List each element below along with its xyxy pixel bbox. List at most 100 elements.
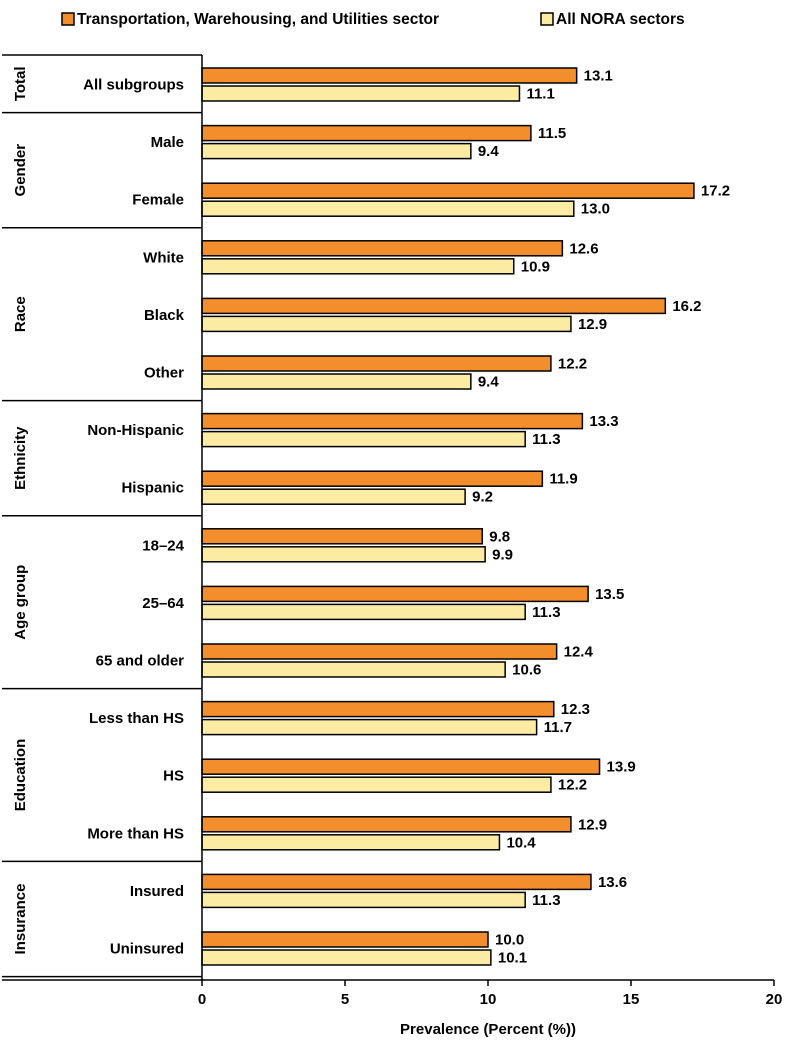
bar-sector-other xyxy=(201,355,552,372)
value-label-sector-female: 17.2 xyxy=(701,183,730,200)
value-label-sector-25-64: 13.5 xyxy=(595,586,624,603)
value-label-nora-25-64: 11.3 xyxy=(532,604,560,621)
bar-nora-less-than-hs xyxy=(201,718,538,736)
bar-nora-more-than-hs xyxy=(201,834,501,851)
bar-sector-female xyxy=(201,182,695,199)
bar-nora-insured xyxy=(201,891,526,909)
value-label-nora-65-and-older: 10.6 xyxy=(512,662,541,679)
bar-nora-male xyxy=(201,142,472,160)
value-label-sector-black: 16.2 xyxy=(672,298,701,315)
value-label-sector-insured: 13.6 xyxy=(598,874,627,891)
value-label-sector-non-hispanic: 13.3 xyxy=(589,413,618,430)
x-tick-label-20: 20 xyxy=(766,991,783,1008)
category-label-female: Female xyxy=(132,192,184,209)
category-label-18-24: 18–24 xyxy=(142,537,184,554)
x-tick-label-5: 5 xyxy=(341,991,349,1008)
bar-nora-black xyxy=(201,315,572,333)
group-label-gender: Gender xyxy=(12,144,29,197)
value-label-sector-65-and-older: 12.4 xyxy=(564,644,594,661)
legend-label-nora: All NORA sectors xyxy=(556,11,685,28)
category-label-uninsured: Uninsured xyxy=(110,941,184,958)
value-label-nora-hispanic: 9.2 xyxy=(472,489,493,506)
x-tick-label-10: 10 xyxy=(480,991,497,1008)
bar-sector-hispanic xyxy=(201,470,544,487)
bar-nora-65-and-older xyxy=(201,661,506,678)
value-label-nora-black: 12.9 xyxy=(578,316,607,333)
value-label-nora-uninsured: 10.1 xyxy=(498,950,527,967)
bar-sector-uninsured xyxy=(201,931,489,948)
bar-nora-other xyxy=(201,373,472,390)
category-label-black: Black xyxy=(144,307,185,324)
value-label-sector-other: 12.2 xyxy=(558,356,587,373)
bar-nora-all-subgroups xyxy=(201,85,521,102)
bar-sector-white xyxy=(201,240,564,257)
value-label-sector-hispanic: 11.9 xyxy=(549,471,577,488)
category-label-insured: Insured xyxy=(130,883,184,900)
bar-sector-black xyxy=(201,297,667,315)
x-tick-label-0: 0 xyxy=(198,991,206,1008)
legend-swatch-sector xyxy=(61,12,75,26)
bar-nora-white xyxy=(201,258,515,275)
category-label-25-64: 25–64 xyxy=(142,595,184,612)
bar-nora-18-24 xyxy=(201,546,486,563)
legend-label-sector: Transportation, Warehousing, and Utiliti… xyxy=(77,11,439,28)
bar-nora-non-hispanic xyxy=(201,430,526,448)
bar-sector-18-24 xyxy=(201,528,484,545)
bar-sector-insured xyxy=(201,873,592,891)
legend: Transportation, Warehousing, and Utiliti… xyxy=(61,11,685,28)
bar-sector-less-than-hs xyxy=(201,700,555,718)
value-label-sector-male: 11.5 xyxy=(538,125,566,142)
value-label-nora-less-than-hs: 11.7 xyxy=(544,719,572,736)
value-label-nora-all-subgroups: 11.1 xyxy=(526,86,554,103)
value-label-nora-18-24: 9.9 xyxy=(492,546,513,563)
bar-nora-25-64 xyxy=(201,603,526,621)
group-label-race: Race xyxy=(12,296,29,332)
category-label-non-hispanic: Non-Hispanic xyxy=(87,422,184,439)
category-label-65-and-older: 65 and older xyxy=(96,653,185,670)
value-label-sector-white: 12.6 xyxy=(569,240,598,257)
legend-swatch-nora xyxy=(540,12,554,26)
group-label-insurance: Insurance xyxy=(12,884,29,955)
bar-nora-hs xyxy=(201,776,552,793)
category-label-all-subgroups: All subgroups xyxy=(83,77,184,94)
category-label-hs: HS xyxy=(163,768,184,785)
value-label-nora-hs: 12.2 xyxy=(558,777,587,794)
value-label-nora-other: 9.4 xyxy=(478,374,500,391)
bar-sector-hs xyxy=(201,758,601,775)
value-label-nora-male: 9.4 xyxy=(478,143,500,160)
bar-sector-non-hispanic xyxy=(201,412,584,430)
category-label-white: White xyxy=(143,249,184,266)
category-label-hispanic: Hispanic xyxy=(121,480,184,497)
category-label-less-than-hs: Less than HS xyxy=(89,710,184,727)
bar-nora-hispanic xyxy=(201,488,466,505)
category-label-male: Male xyxy=(151,134,184,151)
value-label-sector-hs: 13.9 xyxy=(607,759,636,776)
group-label-age-group: Age group xyxy=(12,565,29,640)
bar-sector-male xyxy=(201,124,532,142)
group-label-ethnicity: Ethnicity xyxy=(12,426,29,490)
value-label-nora-white: 10.9 xyxy=(521,258,550,275)
bar-sector-25-64 xyxy=(201,585,589,603)
plot-area: All subgroups 13.1 11.1 Male 11.5 9.4 Female 17… xyxy=(2,54,783,1008)
value-label-sector-less-than-hs: 12.3 xyxy=(561,701,590,718)
value-label-sector-all-subgroups: 13.1 xyxy=(584,68,613,85)
value-label-nora-female: 13.0 xyxy=(581,201,610,218)
value-label-nora-non-hispanic: 11.3 xyxy=(532,431,560,448)
category-label-more-than-hs: More than HS xyxy=(87,825,184,842)
value-label-sector-more-than-hs: 12.9 xyxy=(578,816,607,833)
group-label-total: Total xyxy=(12,66,29,101)
value-label-nora-insured: 11.3 xyxy=(532,892,560,909)
bar-sector-all-subgroups xyxy=(201,67,578,84)
bar-sector-65-and-older xyxy=(201,643,558,660)
x-tick-label-15: 15 xyxy=(623,991,640,1008)
bar-nora-uninsured xyxy=(201,949,492,966)
value-label-sector-uninsured: 10.0 xyxy=(495,932,524,949)
bar-nora-female xyxy=(201,200,575,217)
bar-sector-more-than-hs xyxy=(201,816,572,833)
x-axis-title: Prevalence (Percent (%)) xyxy=(400,1021,576,1038)
category-label-other: Other xyxy=(144,365,184,382)
group-label-education: Education xyxy=(12,739,29,812)
value-label-nora-more-than-hs: 10.4 xyxy=(506,834,536,851)
value-label-sector-18-24: 9.8 xyxy=(489,528,510,545)
